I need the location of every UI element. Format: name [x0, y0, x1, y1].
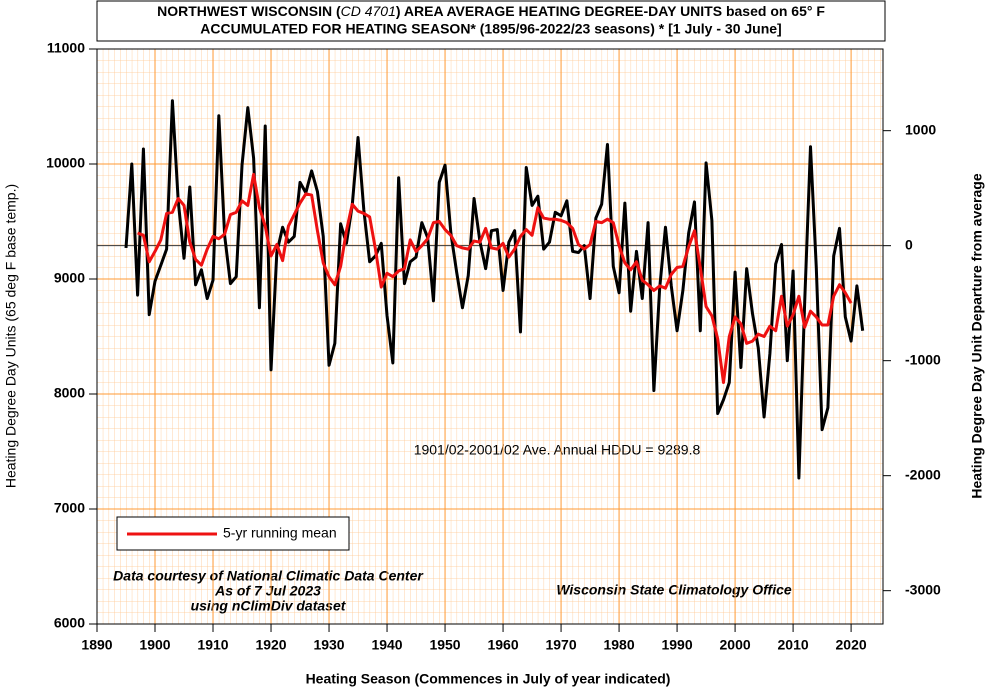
y-axis-label: Heating Degree Day Units (65 deg F base …: [3, 184, 19, 488]
y2-tick-label: -3000: [905, 581, 941, 597]
y-tick-label: 10000: [46, 155, 85, 171]
y2-tick-label: 1000: [905, 121, 936, 137]
x-tick-label: 1980: [603, 637, 634, 653]
credit: using nClimDiv dataset: [191, 598, 347, 614]
x-tick-label: 2010: [778, 637, 809, 653]
x-tick-label: 2020: [836, 637, 867, 653]
x-tick-label: 1970: [545, 637, 576, 653]
series-line: [124, 99, 865, 480]
credit: As of 7 Jul 2023: [214, 583, 321, 599]
series-line: [137, 172, 853, 384]
title-part: ) AREA AVERAGE HEATING DEGREE-DAY UNITS …: [396, 3, 825, 19]
x-tick-label: 1920: [255, 637, 286, 653]
chart-subtitle: ACCUMULATED FOR HEATING SEASON* (1895/96…: [200, 21, 781, 37]
y-tick-label: 6000: [54, 615, 85, 631]
x-tick-label: 1940: [371, 637, 402, 653]
title-part: NORTHWEST WISCONSIN (: [157, 3, 341, 19]
average-label: 1901/02-2001/02 Ave. Annual HDDU = 9289.…: [414, 442, 701, 458]
x-tick-label: 1890: [81, 637, 112, 653]
y-tick-label: 7000: [54, 500, 85, 516]
y2-tick-label: -1000: [905, 351, 941, 367]
title-part: CD 4701: [341, 3, 396, 19]
y-tick-label: 11000: [47, 40, 85, 56]
y2-axis-label: Heating Degree Day Unit Departure from a…: [969, 173, 985, 498]
x-tick-label: 1960: [487, 637, 518, 653]
title-box: [96, 0, 886, 42]
x-axis-label: Heating Season (Commences in July of yea…: [306, 671, 671, 687]
x-tick-label: 2000: [720, 637, 751, 653]
y-tick-label: 9000: [54, 270, 85, 286]
x-tick-label: 1930: [313, 637, 344, 653]
chart-title: NORTHWEST WISCONSIN (CD 4701) AREA AVERA…: [157, 3, 825, 19]
source: Wisconsin State Climatology Office: [556, 582, 792, 598]
legend-label: 5-yr running mean: [223, 525, 337, 541]
plot-frame: [96, 48, 884, 625]
x-tick-label: 1900: [139, 637, 170, 653]
x-tick-label: 1910: [197, 637, 228, 653]
y-tick-label: 8000: [54, 385, 85, 401]
y2-tick-label: 0: [905, 236, 913, 252]
x-tick-label: 1950: [429, 637, 460, 653]
y2-tick-label: -2000: [905, 466, 941, 482]
x-tick-label: 1990: [661, 637, 692, 653]
credit: Data courtesy of National Climatic Data …: [113, 568, 424, 584]
